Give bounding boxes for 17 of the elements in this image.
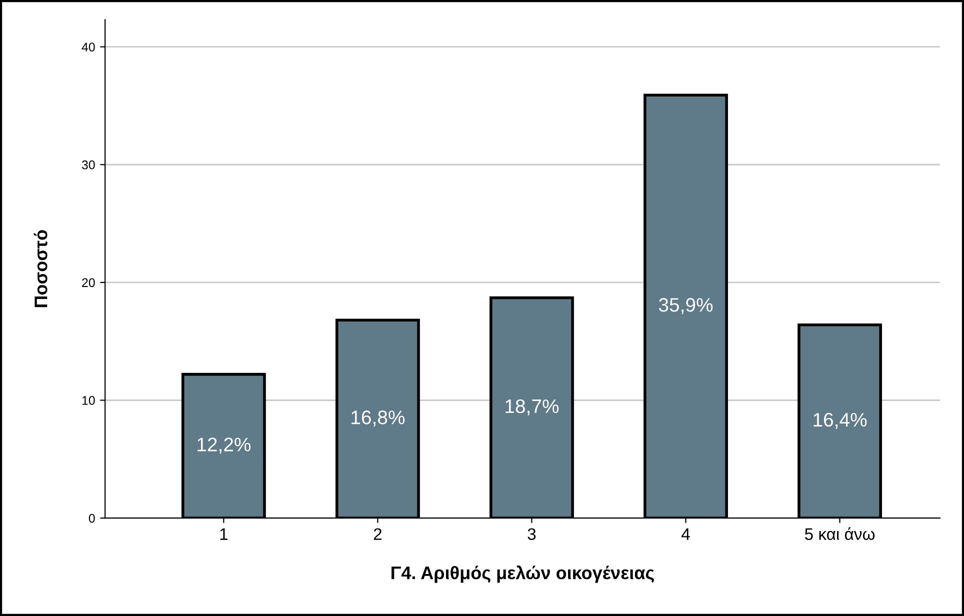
x-tick-label: 4 — [682, 528, 690, 540]
y-tick-label: 10 — [82, 396, 95, 405]
data-label: 12,2% — [198, 438, 251, 454]
y-tick-label: 20 — [82, 278, 95, 288]
data-label: 35,9% — [658, 298, 713, 314]
x-tick-label: 2 — [374, 528, 382, 540]
x-axis-title: Γ4. Αριθμός μελών οικογένειας — [392, 566, 654, 583]
data-label: 18,7% — [506, 399, 559, 416]
x-tick-label: 5 και άνω — [804, 527, 875, 540]
y-tick-label: 0 — [88, 514, 95, 523]
y-tick-label: 40 — [82, 42, 95, 52]
y-axis-title: Ποσοστό — [34, 230, 48, 308]
y-tick-label: 30 — [82, 160, 95, 170]
data-label: 16,4% — [814, 412, 867, 429]
data-label: 16,8% — [352, 410, 405, 427]
x-tick-label: 3 — [528, 528, 536, 540]
x-tick-label: 1 — [220, 528, 228, 540]
